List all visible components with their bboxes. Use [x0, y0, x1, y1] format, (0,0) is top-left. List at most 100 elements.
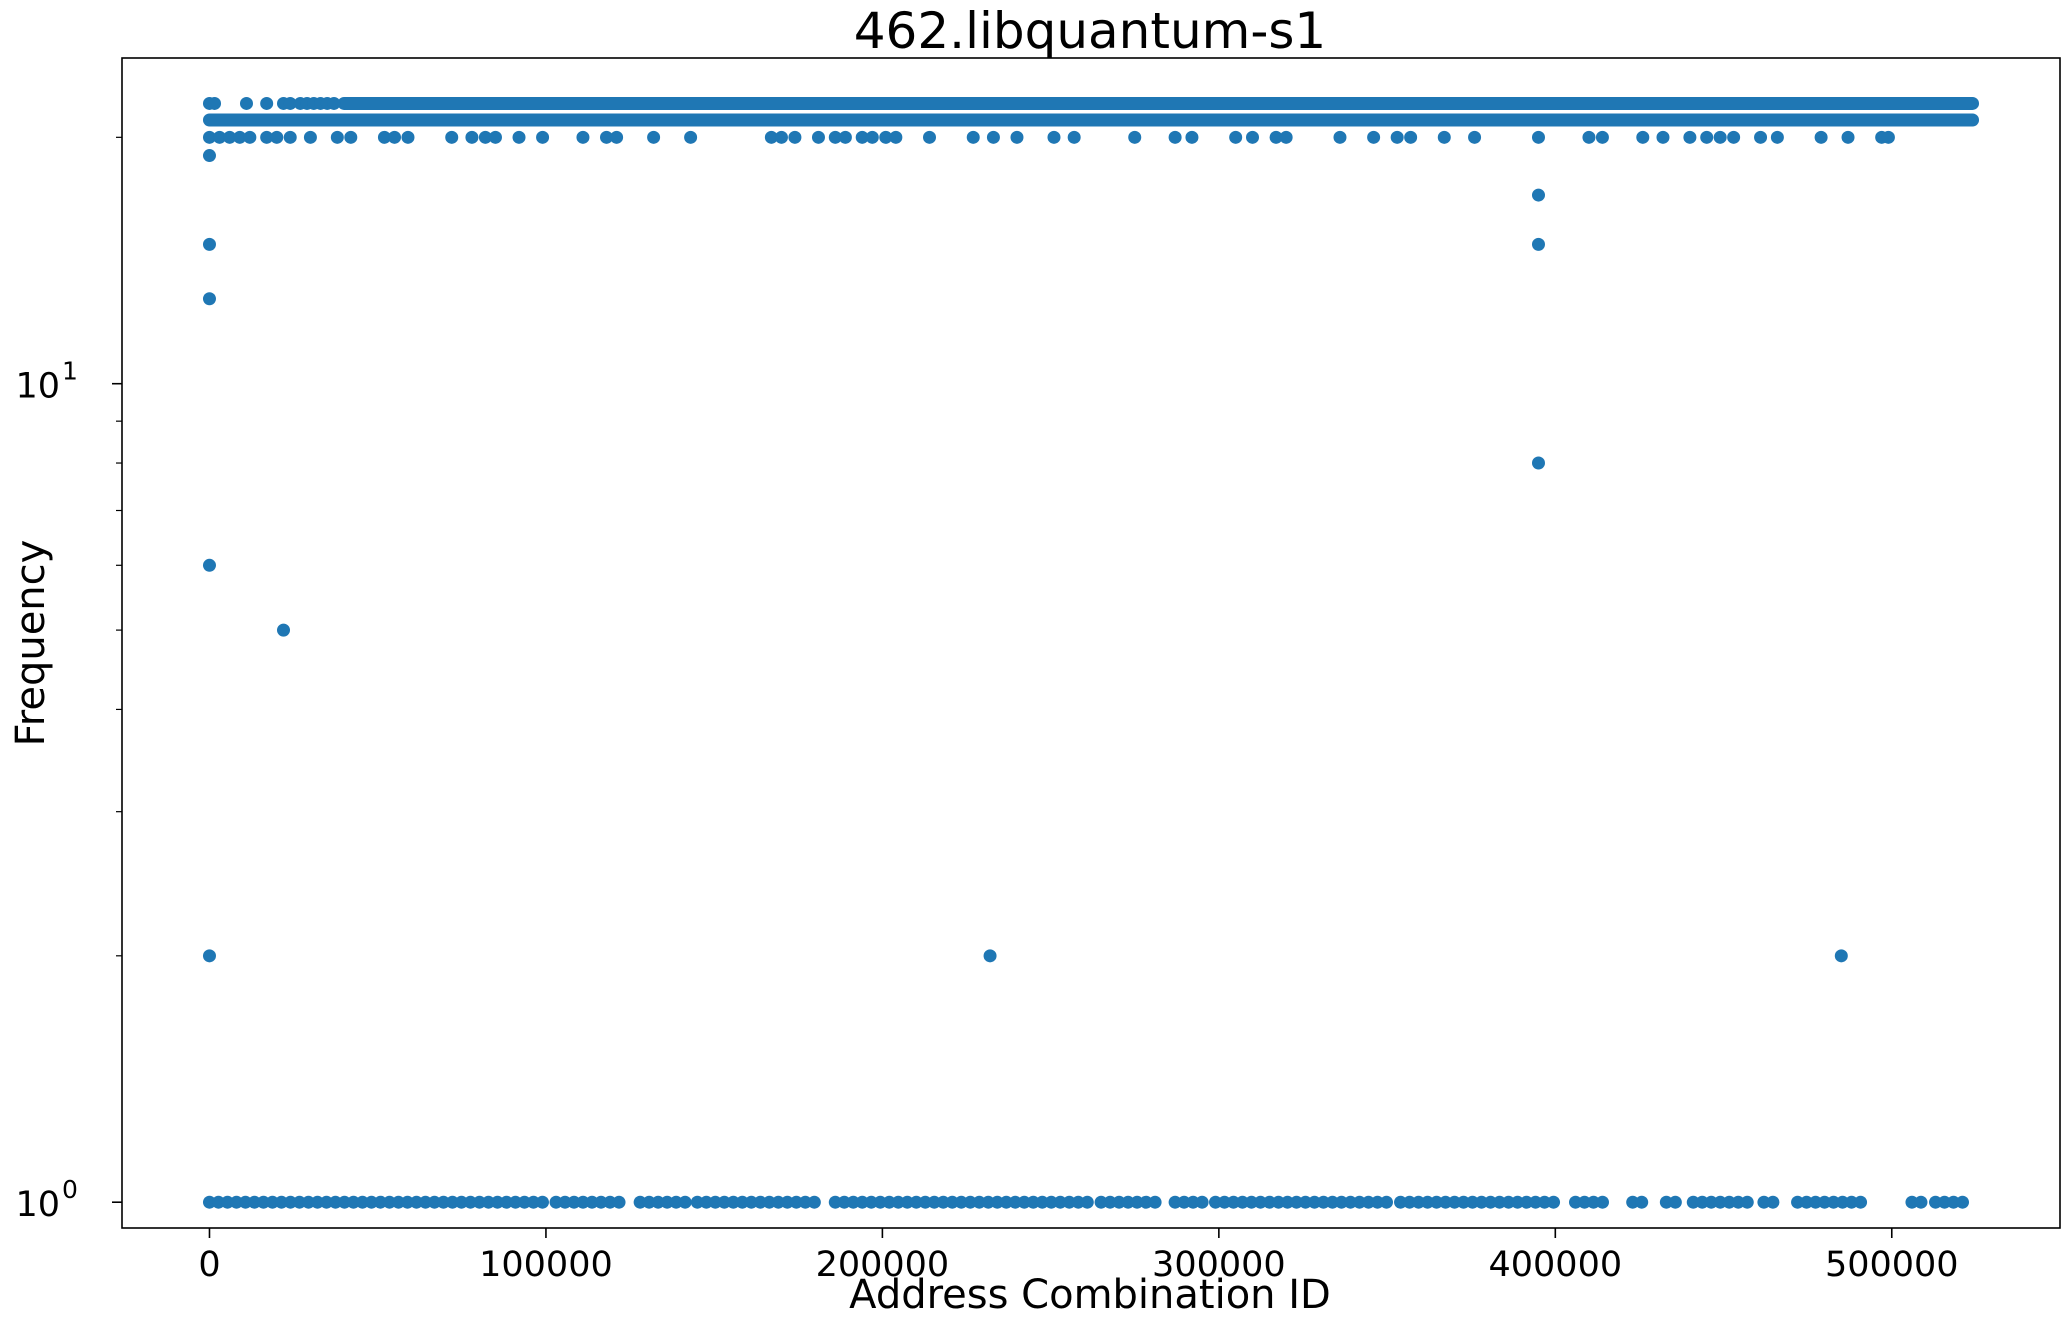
data-point [1466, 1195, 1480, 1209]
data-point [247, 1195, 261, 1209]
data-point [1683, 130, 1697, 144]
data-point [1094, 1195, 1108, 1209]
data-point [873, 1195, 887, 1209]
data-point [1484, 1195, 1498, 1209]
data-point [1531, 130, 1545, 144]
data-point [612, 1195, 626, 1209]
data-point [202, 558, 216, 572]
data-point [1834, 949, 1848, 963]
data-point [1814, 130, 1828, 144]
plot-frame [121, 57, 2061, 1229]
data-point [1700, 130, 1714, 144]
data-point [918, 1195, 932, 1209]
data-point [328, 1195, 342, 1209]
data-point [213, 130, 227, 144]
data-point [1062, 1195, 1076, 1209]
data-point [1008, 1195, 1022, 1209]
data-point [927, 1195, 941, 1209]
data-point [1531, 188, 1545, 202]
data-point [1635, 1195, 1649, 1209]
data-point [1713, 130, 1727, 144]
data-point [1244, 1195, 1258, 1209]
data-point [1128, 130, 1142, 144]
data-point [986, 130, 1000, 144]
data-point [837, 1195, 851, 1209]
data-point [1044, 1195, 1058, 1209]
data-point [828, 1195, 842, 1209]
data-point [690, 1195, 704, 1209]
data-point [855, 130, 869, 144]
data-point [1343, 1195, 1357, 1209]
data-point [400, 1195, 414, 1209]
data-point [1656, 130, 1670, 144]
data-point [1770, 130, 1784, 144]
data-point [1361, 1195, 1375, 1209]
data-point [549, 1195, 563, 1209]
data-point [202, 130, 216, 144]
x-tick-label: 0 [198, 1245, 220, 1285]
data-point [889, 130, 903, 144]
data-point [945, 1195, 959, 1209]
data-point [1686, 1195, 1700, 1209]
data-point [1217, 1195, 1231, 1209]
data-point [1818, 1195, 1832, 1209]
data-point [1148, 1195, 1162, 1209]
data-point [202, 1195, 216, 1209]
data-point [963, 1195, 977, 1209]
data-point [936, 1195, 950, 1209]
data-point [594, 1195, 608, 1209]
data-point [238, 1195, 252, 1209]
data-point [1938, 1195, 1952, 1209]
data-point [1253, 1195, 1267, 1209]
x-tick-label: 200000 [816, 1245, 950, 1285]
data-point [344, 130, 358, 144]
data-point [717, 1195, 731, 1209]
data-point [1168, 130, 1182, 144]
data-point [1531, 456, 1545, 470]
data-point [274, 1195, 288, 1209]
chart-title: 462.libquantum-s1 [854, 2, 1327, 60]
data-point [1704, 1195, 1718, 1209]
data-point [838, 130, 852, 144]
data-point [1754, 130, 1768, 144]
data-point [600, 130, 613, 144]
data-point [1740, 1195, 1754, 1209]
y-tick-exponent: 1 [62, 357, 78, 386]
data-point [966, 130, 980, 144]
data-point [1502, 1195, 1516, 1209]
data-point [1103, 1195, 1117, 1209]
data-point [1404, 130, 1418, 144]
data-point [1587, 1195, 1600, 1209]
data-point [1352, 1195, 1366, 1209]
data-point [1208, 1195, 1222, 1209]
data-point [1827, 1195, 1841, 1209]
data-point [401, 130, 415, 144]
data-point [364, 1195, 378, 1209]
data-point [292, 1195, 306, 1209]
data-point [1235, 1195, 1249, 1209]
data-point [1333, 130, 1347, 144]
data-point [327, 96, 341, 110]
data-point [1139, 1195, 1153, 1209]
data-point [377, 130, 391, 144]
data-point [1695, 1195, 1709, 1209]
data-point [558, 1195, 572, 1209]
data-point [726, 1195, 740, 1209]
data-point [882, 1195, 896, 1209]
data-point [798, 1195, 812, 1209]
data-point [1130, 1195, 1144, 1209]
data-point [1067, 130, 1081, 144]
data-point [512, 130, 526, 144]
data-point [999, 1195, 1013, 1209]
data-point [1298, 1195, 1312, 1209]
data-point [879, 130, 893, 144]
data-point [445, 1195, 459, 1209]
y-tick-exponent: 0 [62, 1175, 78, 1204]
data-point [202, 237, 216, 251]
data-point [536, 130, 550, 144]
data-point [828, 130, 842, 144]
data-point [610, 130, 624, 144]
data-point [465, 130, 479, 144]
data-point [1367, 130, 1381, 144]
